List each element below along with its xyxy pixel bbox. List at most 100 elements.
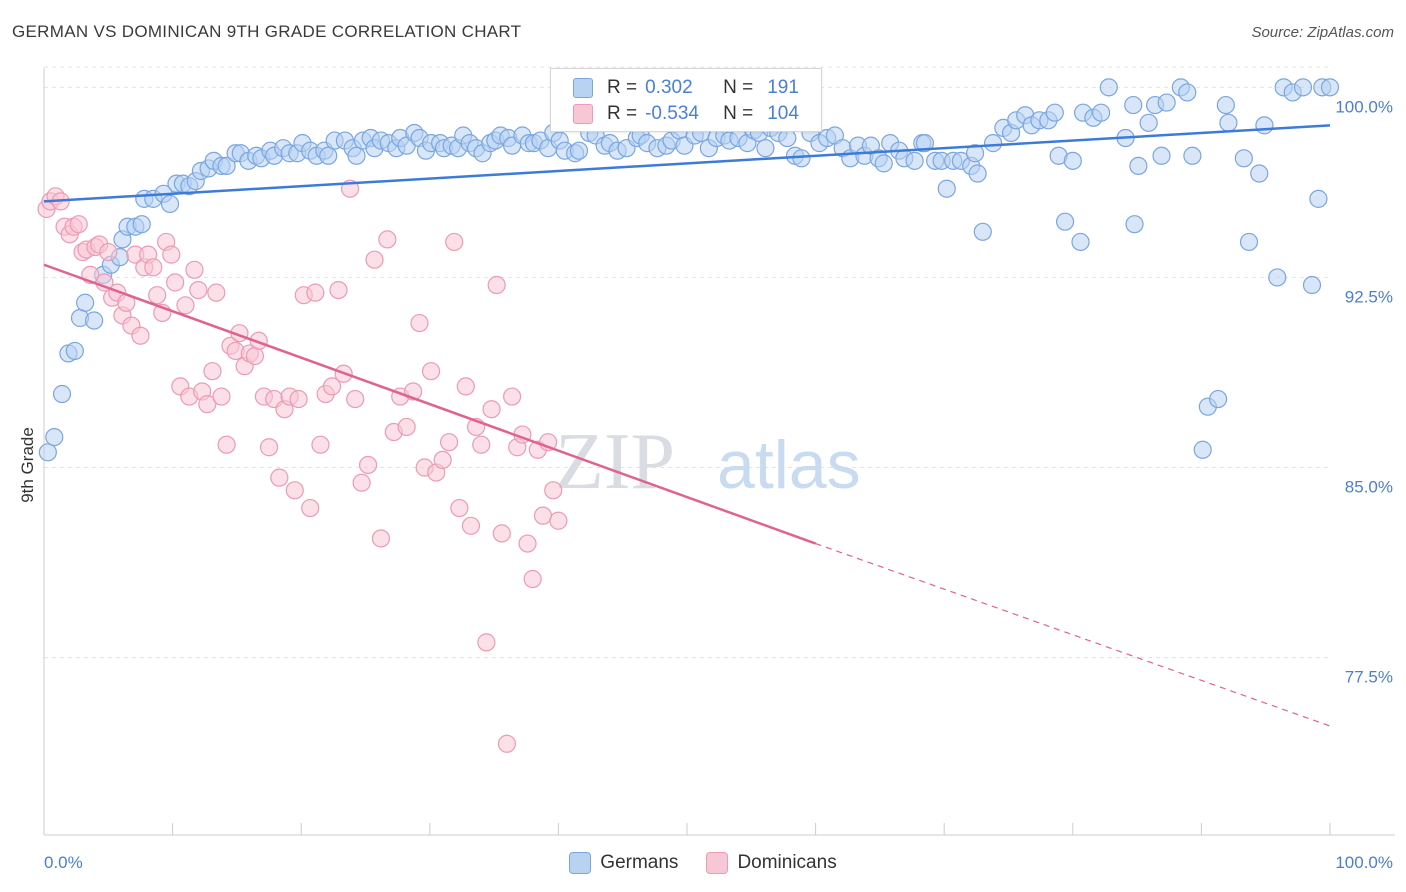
data-point — [378, 230, 397, 249]
data-point — [1183, 146, 1202, 165]
data-point — [965, 144, 985, 163]
data-point — [472, 435, 491, 454]
legend-label-germans: Germans — [600, 852, 679, 873]
data-point — [461, 516, 481, 535]
legend-item-dominicans[interactable]: Dominicans — [706, 852, 837, 874]
data-point — [874, 154, 893, 173]
data-point — [198, 395, 217, 414]
data-point — [410, 313, 429, 333]
data-point — [85, 311, 104, 330]
data-point — [1125, 215, 1144, 234]
data-point — [259, 438, 279, 457]
legend-r-label: R = — [607, 77, 638, 98]
legend-r-label: R = — [607, 103, 638, 124]
data-point — [245, 346, 265, 366]
x-tick-label: 100.0% — [1335, 853, 1393, 872]
data-point — [1193, 440, 1212, 459]
data-point — [1178, 83, 1197, 102]
y-tick-label: 85.0% — [1345, 478, 1393, 497]
data-point — [1139, 113, 1158, 132]
data-point — [450, 498, 469, 518]
data-point — [217, 435, 236, 454]
data-point — [1309, 189, 1328, 208]
chart-title: GERMAN VS DOMINICAN 9TH GRADE CORRELATIO… — [12, 22, 522, 41]
data-point — [1239, 232, 1259, 252]
data-point — [1152, 146, 1171, 165]
data-point — [160, 194, 180, 214]
data-point — [207, 283, 226, 302]
data-point — [523, 569, 542, 589]
data-point — [439, 433, 459, 452]
data-point — [456, 377, 475, 396]
data-point — [1091, 103, 1111, 122]
data-point — [301, 498, 320, 518]
data-point — [76, 293, 95, 312]
data-point — [69, 215, 88, 234]
legend-n-value: 104 — [767, 103, 799, 124]
data-point — [544, 481, 563, 500]
data-point — [270, 468, 289, 487]
data-point — [189, 280, 208, 300]
data-point — [132, 215, 151, 234]
data-point — [497, 734, 517, 753]
legend-n-label: N = — [723, 77, 754, 98]
data-point — [148, 286, 167, 305]
legend-n-value: 191 — [767, 77, 799, 98]
data-point — [358, 455, 378, 475]
data-point — [756, 139, 775, 158]
data-point — [968, 164, 987, 183]
data-point — [792, 149, 811, 168]
data-point — [1268, 268, 1287, 287]
legend-row-dominicans: R = -0.534 N = 104 — [573, 101, 799, 127]
data-point — [1063, 151, 1082, 170]
data-point — [1293, 78, 1313, 97]
data-point — [185, 260, 204, 279]
legend-swatch-germans — [573, 78, 593, 98]
data-point — [65, 341, 84, 361]
data-point — [445, 232, 464, 252]
data-point — [45, 427, 64, 447]
data-point — [1129, 156, 1148, 176]
data-point — [778, 128, 797, 148]
data-point — [352, 473, 371, 492]
trend-line-germans — [43, 124, 1331, 203]
data-point — [397, 417, 416, 437]
data-point — [433, 450, 452, 470]
legend-r-value: -0.534 — [645, 103, 699, 124]
data-point — [487, 275, 506, 295]
data-point — [937, 179, 956, 198]
data-point — [1045, 103, 1064, 122]
data-point — [533, 506, 553, 525]
data-point — [322, 377, 342, 396]
data-point — [289, 389, 308, 409]
series-germans — [38, 78, 1340, 462]
data-point — [176, 296, 195, 315]
data-point — [99, 242, 118, 262]
data-point — [915, 134, 935, 153]
legend-item-germans[interactable]: Germans — [569, 852, 678, 874]
legend-label-dominicans: Dominicans — [737, 852, 837, 873]
data-point — [1157, 93, 1176, 112]
data-point — [1099, 78, 1118, 97]
data-point — [365, 250, 384, 269]
data-point — [131, 326, 150, 345]
y-tick-label: 77.5% — [1345, 668, 1393, 687]
data-point — [1250, 164, 1269, 183]
stats-legend: R = 0.302 N = 191 R = -0.534 N = 104 — [550, 68, 822, 132]
data-point — [492, 524, 511, 543]
trend-line-dominicans — [43, 263, 817, 545]
data-point — [329, 280, 348, 300]
data-point — [1234, 149, 1253, 168]
y-tick-label: 100.0% — [1335, 97, 1393, 116]
legend-swatch-dominicans — [706, 852, 729, 874]
data-point — [203, 362, 222, 381]
data-point — [347, 146, 366, 165]
legend-n-label: N = — [723, 103, 754, 124]
data-point — [973, 222, 992, 241]
trend-line-dominicans-extension — [815, 542, 1331, 727]
data-point — [518, 534, 537, 553]
data-point — [1209, 389, 1228, 409]
x-tick-label: 0.0% — [44, 853, 83, 872]
data-point — [38, 443, 57, 462]
